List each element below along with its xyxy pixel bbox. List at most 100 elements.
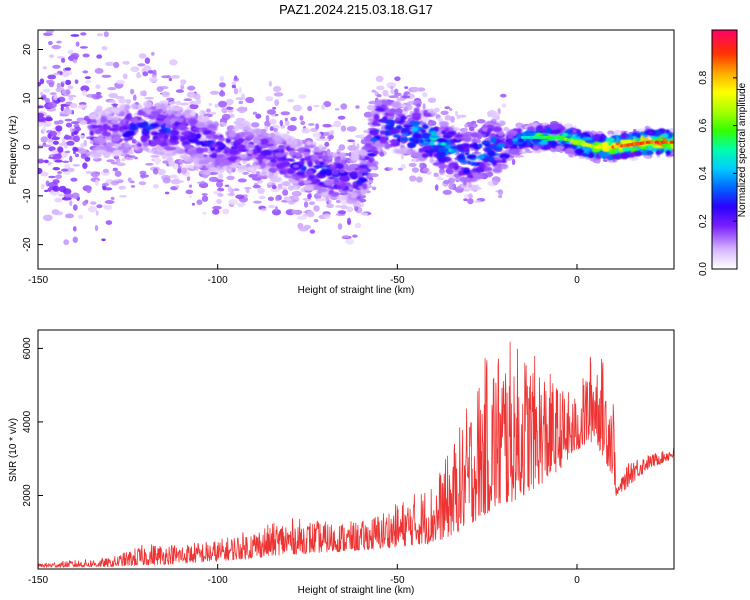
heatmap-cell [149,77,158,83]
heatmap-cell [217,187,225,192]
heatmap-cell [188,195,192,199]
heatmap-cell [240,131,245,138]
heatmap-cell [78,214,84,219]
heatmap-cell [219,75,224,82]
heatmap-cell [72,164,81,167]
heatmap-cell [140,174,149,178]
heatmap-cell [122,73,128,80]
heatmap-cell [201,193,208,196]
heatmap-cell [113,61,120,69]
heatmap-cell [102,123,109,130]
heatmap-cell [382,101,394,106]
heatmap-cell [319,169,327,176]
heatmap-cell [257,187,265,195]
heatmap-cell [138,181,147,186]
heatmap-cell [209,112,217,115]
heatmap-cell [211,153,217,159]
heatmap-cell [237,203,245,208]
heatmap-cell [655,150,661,156]
heatmap-cell [456,154,465,160]
heatmap-cell [492,179,499,186]
heatmap-cell [360,188,367,195]
heatmap-cell [500,93,507,98]
heatmap-cell [291,190,302,197]
heatmap-cell [433,172,439,177]
heatmap-cell [79,120,88,125]
heatmap-cell [235,194,245,200]
heatmap-cell [315,123,319,130]
heatmap-cell [152,168,159,175]
heatmap-cell [526,126,535,132]
heatmap-cell [221,107,228,114]
heatmap-cell [40,94,47,101]
heatmap-cell [160,124,166,130]
heatmap-cell [61,80,66,84]
heatmap-cell [112,149,122,155]
heatmap-cell [219,162,224,168]
heatmap-cell [476,119,486,124]
heatmap-cell [434,184,439,191]
heatmap-cell [63,135,72,140]
heatmap-cell [396,97,406,101]
spectrogram-x-label: Height of straight line (km) [298,285,415,296]
heatmap-cell [581,136,593,141]
heatmap-cell [212,205,222,210]
heatmap-cell [337,223,343,230]
colorbar-tick-label: 0.8 [698,70,709,84]
heatmap-cell [538,140,549,146]
heatmap-cell [195,147,205,154]
heatmap-cell [268,172,273,179]
heatmap-cell [111,124,119,128]
heatmap-cell [187,85,196,91]
heatmap-cell [133,94,137,101]
heatmap-cell [329,134,334,140]
heatmap-cell [322,155,329,161]
heatmap-cell [161,75,170,79]
heatmap-cell [437,151,447,158]
heatmap-cell [307,160,314,168]
heatmap-cell [607,137,616,143]
heatmap-cell [123,142,130,149]
heatmap-cell [47,74,57,80]
heatmap-cell [127,177,132,182]
heatmap-cell [100,116,108,123]
heatmap-cell [226,175,235,181]
heatmap-cell [186,149,197,156]
heatmap-cell [422,124,429,130]
heatmap-cell [596,159,601,164]
heatmap-cell [298,160,305,166]
heatmap-cell [438,138,448,143]
heatmap-cell [499,153,511,159]
heatmap-cell [69,200,73,207]
heatmap-cell [594,134,601,141]
heatmap-cell [440,142,447,146]
heatmap-cell [582,146,591,152]
heatmap-cell [512,143,518,149]
heatmap-cell [51,44,62,50]
heatmap-cell [238,86,242,94]
heatmap-cell [464,126,468,134]
heatmap-cell [69,102,78,109]
heatmap-cell [279,119,283,127]
heatmap-cell [56,132,62,137]
heatmap-cell [136,142,143,147]
heatmap-cell [69,155,73,163]
heatmap-cell [116,162,126,167]
heatmap-cell [641,150,647,156]
heatmap-cell [455,111,458,116]
heatmap-cell [221,113,231,121]
heatmap-cell [73,226,77,232]
heatmap-cell [402,107,409,112]
heatmap-cell [235,123,245,127]
heatmap-cell [245,186,250,194]
heatmap-cell [346,126,357,132]
heatmap-cell [314,160,321,166]
heatmap-cell [52,179,60,184]
heatmap-cell [269,133,276,138]
x-tick-label: -100 [208,575,228,586]
heatmap-cell [427,151,433,156]
heatmap-cell [124,114,132,121]
heatmap-cell [399,137,410,142]
heatmap-cell [287,99,295,103]
heatmap-cell [464,152,470,156]
